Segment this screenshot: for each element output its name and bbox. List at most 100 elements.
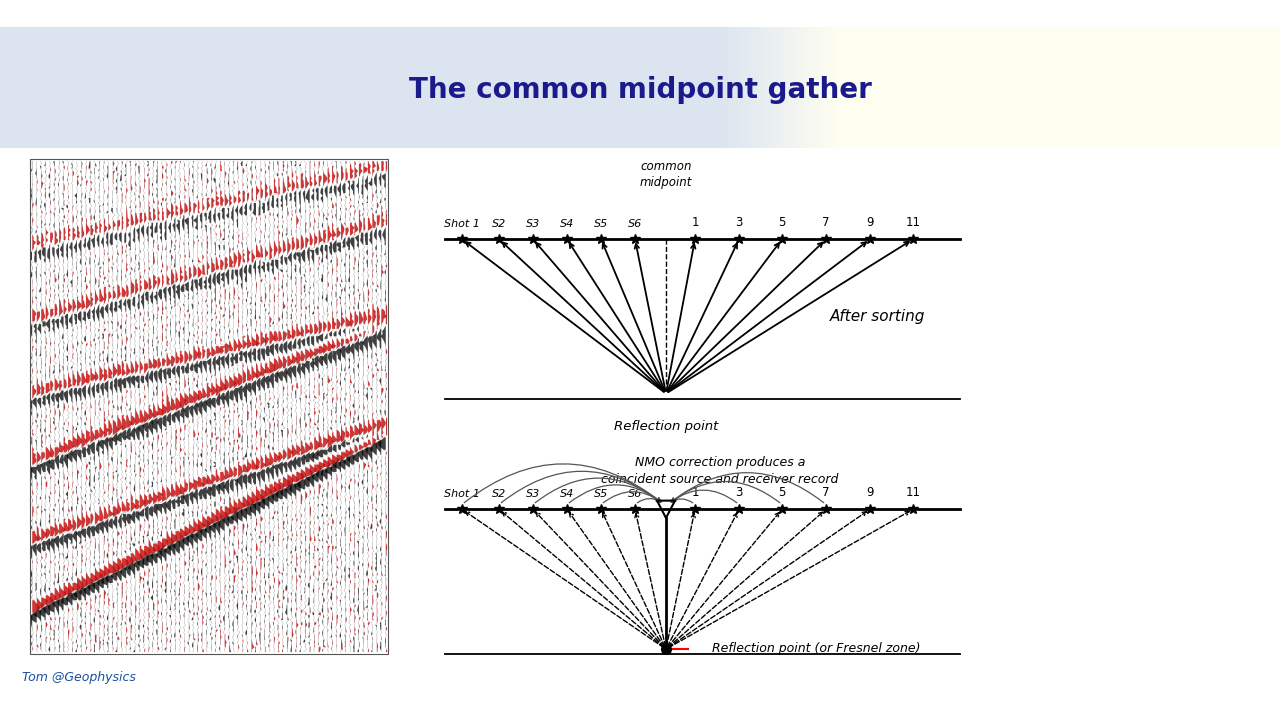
Bar	[794, 27, 795, 148]
Bar	[805, 27, 808, 148]
Text: S5: S5	[594, 489, 608, 499]
Bar	[777, 27, 780, 148]
Bar	[796, 27, 799, 148]
Bar	[801, 27, 803, 148]
Text: 3: 3	[735, 215, 742, 229]
Text: 9: 9	[867, 215, 874, 229]
Bar	[797, 27, 800, 148]
Text: S4: S4	[559, 489, 575, 499]
Bar	[800, 27, 801, 148]
Bar	[758, 27, 759, 148]
Bar	[792, 27, 794, 148]
Bar	[741, 27, 742, 148]
Bar	[769, 27, 772, 148]
Text: S5: S5	[594, 219, 608, 229]
Bar	[732, 27, 733, 148]
Bar	[828, 27, 829, 148]
Text: S6: S6	[628, 489, 643, 499]
Bar	[759, 27, 762, 148]
Bar	[814, 27, 817, 148]
Bar	[806, 27, 809, 148]
Bar	[817, 27, 818, 148]
Text: 11: 11	[905, 215, 920, 229]
Bar	[835, 27, 836, 148]
Bar	[736, 27, 739, 148]
Bar	[820, 27, 823, 148]
Text: S4: S4	[559, 219, 575, 229]
Bar	[742, 27, 745, 148]
Text: S2: S2	[492, 489, 506, 499]
Bar	[768, 27, 771, 148]
Text: S2: S2	[492, 219, 506, 229]
Bar	[804, 27, 806, 148]
Bar	[787, 27, 790, 148]
Bar	[762, 27, 764, 148]
Bar	[739, 27, 740, 148]
Bar	[776, 27, 777, 148]
Text: The common midpoint gather: The common midpoint gather	[408, 76, 872, 104]
Bar	[780, 27, 782, 148]
Bar	[788, 27, 791, 148]
Bar	[822, 27, 824, 148]
Bar	[750, 27, 753, 148]
Text: S3: S3	[526, 489, 540, 499]
Text: 1: 1	[691, 215, 699, 229]
Bar	[731, 27, 732, 148]
Bar	[756, 27, 758, 148]
Bar	[735, 27, 737, 148]
Bar	[740, 27, 741, 148]
Bar	[760, 27, 763, 148]
Bar	[838, 27, 841, 148]
Bar	[748, 27, 749, 148]
Bar	[800, 27, 1280, 148]
Bar	[763, 27, 765, 148]
Bar	[726, 27, 728, 148]
Bar	[730, 27, 731, 148]
Bar	[749, 27, 750, 148]
Bar	[795, 27, 797, 148]
Text: 5: 5	[778, 215, 786, 229]
Text: S3: S3	[526, 219, 540, 229]
Bar	[837, 27, 838, 148]
Bar	[786, 27, 788, 148]
Bar	[823, 27, 826, 148]
Text: NMO correction produces a
coincident source and receiver record: NMO correction produces a coincident sou…	[602, 456, 838, 486]
Bar	[810, 27, 812, 148]
Bar	[771, 27, 773, 148]
Bar	[767, 27, 768, 148]
Text: Shot 1: Shot 1	[444, 219, 480, 229]
Bar	[836, 27, 837, 148]
Text: 9: 9	[867, 486, 874, 499]
Text: common
midpoint: common midpoint	[640, 160, 692, 189]
Text: Shot 1: Shot 1	[444, 489, 480, 499]
Bar	[803, 27, 805, 148]
Bar	[782, 27, 783, 148]
Bar	[826, 27, 827, 148]
Text: After sorting: After sorting	[829, 309, 925, 324]
Text: 11: 11	[905, 486, 920, 499]
Bar	[809, 27, 810, 148]
Bar	[774, 27, 776, 148]
Bar	[744, 27, 746, 148]
Text: 5: 5	[778, 486, 786, 499]
Bar	[753, 27, 755, 148]
Bar	[831, 27, 833, 148]
Bar	[723, 27, 724, 148]
Bar	[745, 27, 748, 148]
Bar	[813, 27, 815, 148]
Bar	[722, 27, 723, 148]
Bar	[778, 27, 781, 148]
Bar	[819, 27, 820, 148]
Bar	[812, 27, 814, 148]
Text: Tom @Geophysics: Tom @Geophysics	[23, 670, 136, 684]
Text: Reflection point: Reflection point	[614, 420, 718, 433]
Bar	[754, 27, 756, 148]
Bar	[827, 27, 828, 148]
Bar	[832, 27, 835, 148]
Text: 7: 7	[822, 486, 829, 499]
Bar	[791, 27, 792, 148]
Bar	[719, 27, 722, 148]
Text: Reflection point (or Fresnel zone): Reflection point (or Fresnel zone)	[712, 642, 920, 654]
Text: 7: 7	[822, 215, 829, 229]
Bar	[29, 159, 388, 654]
